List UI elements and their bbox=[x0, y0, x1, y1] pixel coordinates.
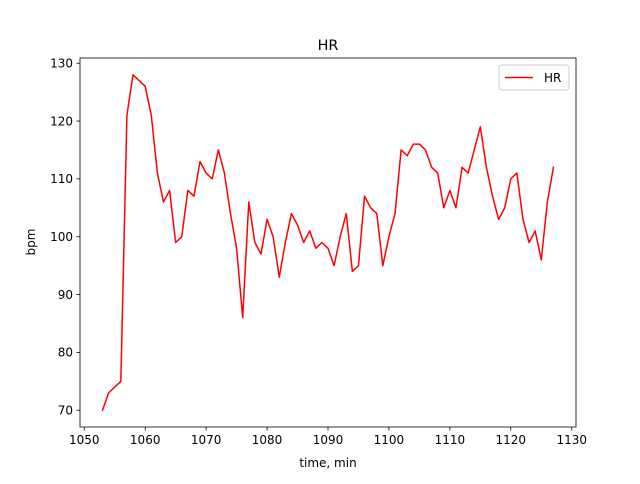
legend: HR bbox=[498, 64, 570, 91]
x-tick-label: 1130 bbox=[556, 433, 587, 447]
y-tick-label: 90 bbox=[58, 288, 73, 302]
series-layer bbox=[101, 74, 555, 412]
y-tick-label: 100 bbox=[50, 230, 73, 244]
y-tick-label: 120 bbox=[50, 114, 73, 128]
x-tick-label: 1050 bbox=[69, 433, 100, 447]
y-tick-label: 80 bbox=[58, 346, 73, 360]
chart-title: HR bbox=[318, 38, 339, 54]
x-tick-label: 1070 bbox=[191, 433, 222, 447]
legend-label-hr: HR bbox=[544, 71, 561, 85]
axes-frame bbox=[79, 57, 577, 428]
legend-box bbox=[498, 64, 570, 91]
axes-border bbox=[79, 57, 577, 428]
y-tick-label: 70 bbox=[58, 404, 73, 418]
y-tick-label: 130 bbox=[50, 57, 73, 71]
x-tick-label: 1120 bbox=[496, 433, 527, 447]
x-tick-label: 1060 bbox=[130, 433, 161, 447]
y-axis-ticks: 70 80 90 100 110 120 130 bbox=[50, 57, 80, 418]
series-line-hr bbox=[101, 74, 555, 412]
x-tick-label: 1110 bbox=[435, 433, 466, 447]
x-tick-label: 1100 bbox=[374, 433, 405, 447]
y-tick-label: 110 bbox=[50, 172, 73, 186]
x-axis-ticks: 1050 1060 1070 1080 1090 1100 1110 1120 1130 bbox=[69, 427, 587, 447]
x-axis-label: time, min bbox=[299, 456, 356, 470]
y-axis-label: bpm bbox=[24, 229, 38, 256]
x-tick-label: 1090 bbox=[313, 433, 344, 447]
x-tick-label: 1080 bbox=[252, 433, 283, 447]
